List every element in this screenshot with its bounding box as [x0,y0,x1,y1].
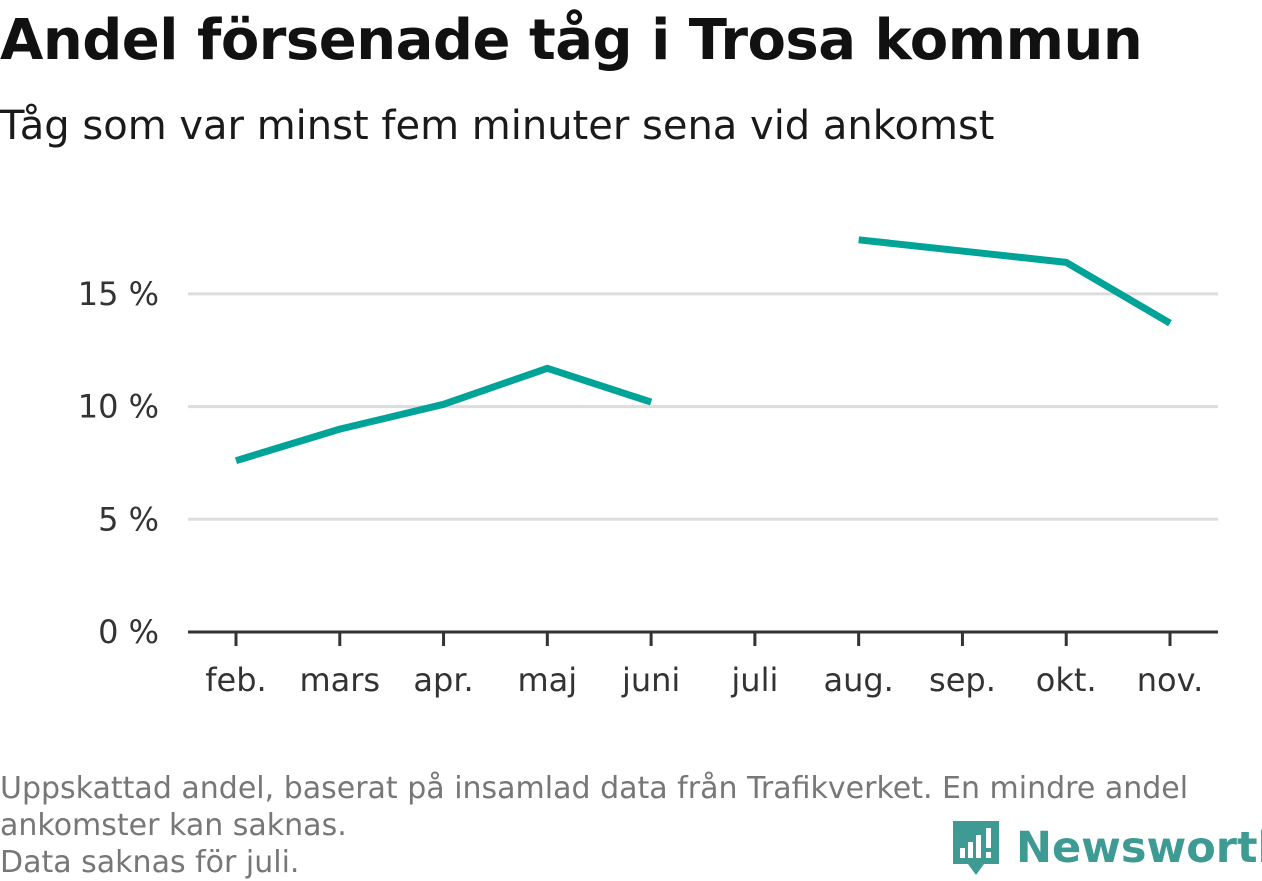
brand-logo: Newsworthy [950,818,1262,878]
line-chart: 0 % 5 % 10 % 15 % feb. mars apr. maj juni juli au… [78,236,1218,699]
x-tick-label: aug. [823,661,893,699]
x-tick-label: sep. [929,661,996,699]
chart-subtitle: Tåg som var minst fem minuter sena vid a… [0,103,995,149]
chart-title: Andel försenade tåg i Trosa kommun [0,8,1143,73]
gridlines [188,292,1218,521]
x-tick-label: juli [730,661,778,699]
footnote-line-1: Uppskattad andel, baserat på insamlad da… [0,771,1189,806]
series-line-segment [858,236,1172,327]
y-tick-label: 5 % [98,500,159,538]
footnote: Uppskattad andel, baserat på insamlad da… [0,770,1250,881]
footnote-line-2: ankomster kan saknas. [0,808,347,843]
series-line-segment [234,364,653,465]
y-axis-ticks: 0 % 5 % 10 % 15 % [78,275,159,651]
y-tick-label: 15 % [78,275,159,313]
x-tick-label: nov. [1137,661,1203,699]
x-tick-label: okt. [1036,661,1097,699]
x-tick-label: juni [621,661,680,699]
y-tick-label: 0 % [98,613,159,651]
x-tick-label: feb. [205,661,266,699]
brand-name: Newsworthy [1016,823,1262,873]
x-tick-label: mars [299,661,380,699]
x-tick-label: maj [517,661,577,699]
x-tick-label: apr. [413,661,473,699]
x-axis: feb. mars apr. maj juni juli aug. sep. okt. nov. [188,630,1218,699]
chart-speech-bubble-icon [953,821,999,875]
data-series [234,236,1172,465]
y-tick-label: 10 % [78,388,159,426]
footnote-line-3: Data saknas för juli. [0,845,300,880]
